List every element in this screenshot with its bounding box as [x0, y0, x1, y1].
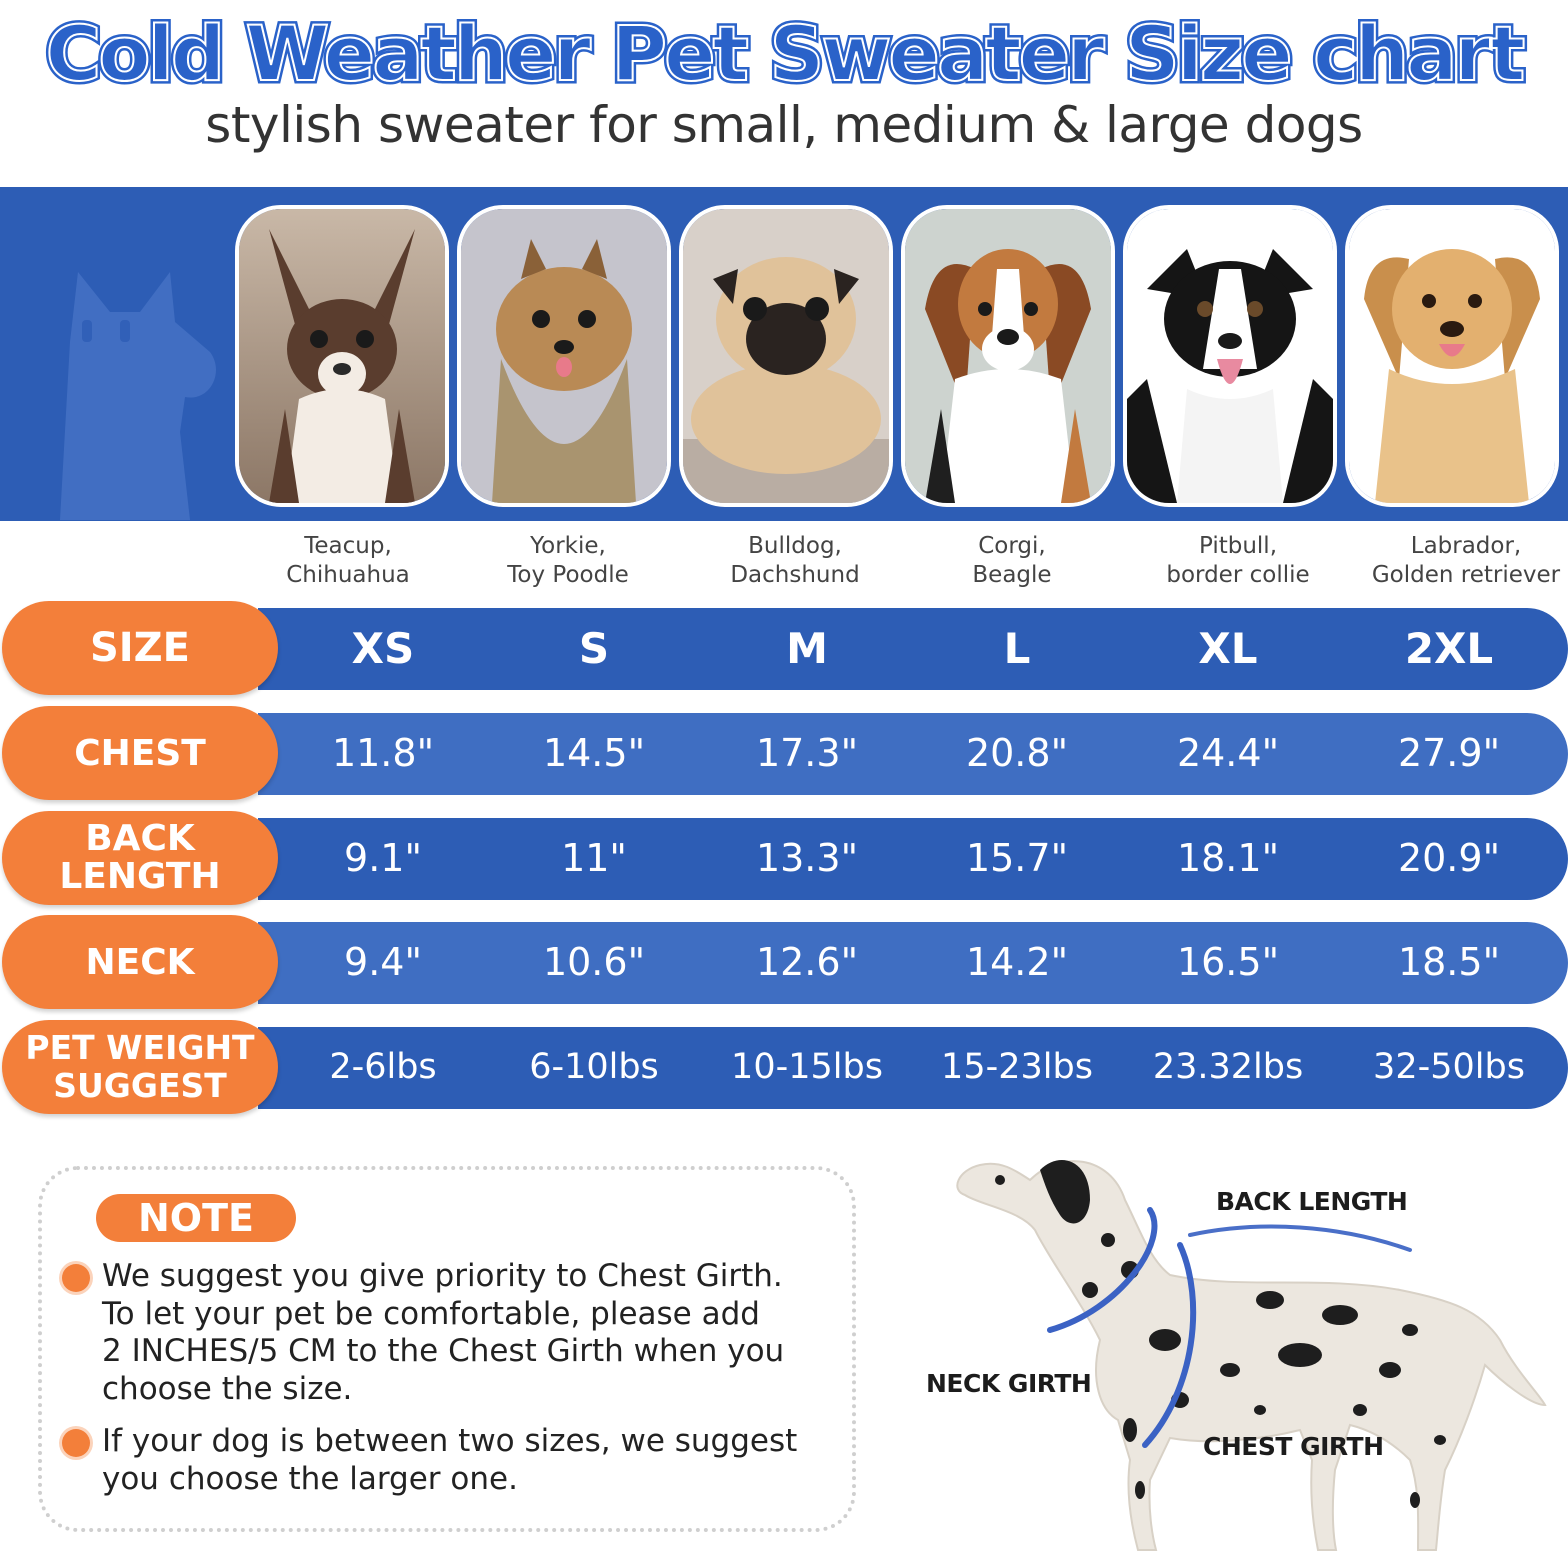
- size-cell: S: [578, 624, 610, 673]
- breed-label-s: Yorkie, Toy Poodle: [507, 533, 629, 588]
- chest-cell: 20.8": [965, 731, 1069, 775]
- weight-cell: 15-23lbs: [941, 1047, 1093, 1087]
- chest-cell: 27.9": [1397, 731, 1501, 775]
- weight-cell: 10-15lbs: [731, 1047, 883, 1087]
- chest-girth-label: CHEST GIRTH: [1203, 1432, 1384, 1461]
- size-cell: XS: [351, 624, 415, 673]
- back-length-cell: 11": [561, 836, 627, 880]
- chest-girth-line: [1142, 1242, 1197, 1448]
- size-cell: M: [786, 624, 828, 673]
- size-cell: 2XL: [1404, 624, 1494, 673]
- photo-beagle: [901, 205, 1115, 507]
- breed-label-2xl: Labrador, Golden retriever: [1371, 533, 1561, 588]
- chest-cell: 17.3": [755, 731, 859, 775]
- dog-silhouette-icon: [60, 272, 216, 520]
- back-length-cell: 13.3": [755, 836, 859, 880]
- neck-cell: 16.5": [1176, 940, 1280, 984]
- back-length-label: BACK LENGTH: [1216, 1187, 1408, 1216]
- back-length-cell: 15.7": [965, 836, 1069, 880]
- dalmatian-body-icon: [956, 1160, 1547, 1551]
- chest-cell: 11.8": [331, 731, 435, 775]
- weight-row-label: PET WEIGHT SUGGEST: [2, 1020, 278, 1114]
- chest-cell: 14.5": [542, 731, 646, 775]
- page-subtitle: stylish sweater for small, medium & larg…: [205, 96, 1363, 154]
- chest-row-band: [258, 713, 1568, 795]
- back-length-line: [1188, 1224, 1412, 1252]
- size-cell: XL: [1198, 624, 1258, 673]
- note-bullet-icon: [62, 1429, 90, 1457]
- photo-golden-retriever: [1345, 205, 1559, 507]
- neck-cell: 10.6": [542, 940, 646, 984]
- note-item-priority: We suggest you give priority to Chest Gi…: [102, 1258, 785, 1407]
- photo-chihuahua: [235, 205, 449, 507]
- back-length-row-label: BACK LENGTH: [2, 811, 278, 905]
- back-length-cell: 18.1": [1176, 836, 1280, 880]
- neck-cell: 18.5": [1397, 940, 1501, 984]
- weight-cell: 23.32lbs: [1152, 1047, 1304, 1087]
- note-item-between-sizes: If your dog is between two sizes, we sug…: [102, 1423, 798, 1497]
- neck-cell: 12.6": [755, 940, 859, 984]
- chest-cell: 24.4": [1176, 731, 1280, 775]
- note-bullet-icon: [62, 1264, 90, 1292]
- photo-yorkie: [457, 205, 671, 507]
- chest-row-label: CHEST: [2, 706, 278, 800]
- dalmatian-diagram: [956, 1160, 1547, 1551]
- neck-cell: 9.4": [344, 940, 422, 984]
- breed-label-m: Bulldog, Dachshund: [730, 533, 860, 588]
- breed-label-xl: Pitbull, border collie: [1166, 533, 1310, 588]
- breed-label-l: Corgi, Beagle: [972, 533, 1052, 588]
- page-title-fill: Cold Weather Pet Sweater Size chart: [45, 8, 1527, 99]
- neck-girth-label: NECK GIRTH: [926, 1369, 1092, 1398]
- size-cell: L: [1003, 624, 1031, 673]
- photo-pug: [679, 205, 893, 507]
- weight-cell: 6-10lbs: [529, 1047, 659, 1087]
- back-length-row-band: [258, 818, 1568, 900]
- neck-row-band: [258, 922, 1568, 1004]
- breed-label-xs: Teacup, Chihuahua: [286, 533, 410, 588]
- photo-border-collie: [1123, 205, 1337, 507]
- weight-cell: 32-50lbs: [1373, 1047, 1525, 1087]
- back-length-cell: 20.9": [1397, 836, 1501, 880]
- size-row-band: [258, 608, 1568, 690]
- size-row-label: SIZE: [2, 601, 278, 695]
- page-title: Cold Weather Pet Sweater Size chart: [42, 6, 1529, 102]
- neck-row-label: NECK: [2, 915, 278, 1009]
- neck-girth-line: [1047, 1207, 1158, 1333]
- weight-cell: 2-6lbs: [329, 1047, 437, 1087]
- note-badge: NOTE: [96, 1194, 296, 1242]
- neck-cell: 14.2": [965, 940, 1069, 984]
- weight-row-band: [258, 1027, 1568, 1109]
- note-box: [38, 1166, 856, 1532]
- back-length-cell: 9.1": [344, 836, 422, 880]
